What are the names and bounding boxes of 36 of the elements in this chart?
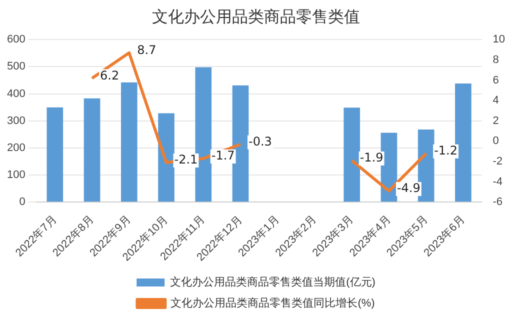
y2-tick-label: 4 bbox=[492, 94, 499, 107]
data-label: -1.9 bbox=[360, 150, 384, 165]
bar bbox=[195, 67, 212, 202]
y-tick-label: 300 bbox=[6, 114, 26, 127]
data-label: -2.1 bbox=[174, 152, 198, 167]
y2-tick-label: 0 bbox=[492, 135, 499, 148]
y2-tick-label: -2 bbox=[492, 156, 503, 168]
y-tick-label: 100 bbox=[6, 169, 26, 182]
y-tick-label: 500 bbox=[6, 60, 26, 73]
y2-tick-label: -4 bbox=[492, 176, 503, 188]
data-label: 6.2 bbox=[100, 68, 120, 82]
legend-label: 文化办公用品类商品零售类值当期值(亿元) bbox=[170, 276, 376, 289]
bar bbox=[344, 108, 360, 202]
bar bbox=[46, 107, 64, 202]
data-label: -1.2 bbox=[434, 144, 458, 158]
bar bbox=[120, 82, 138, 202]
bar bbox=[158, 113, 174, 202]
y2-tick-label: 10 bbox=[492, 34, 506, 46]
y2-tick-label: 8 bbox=[492, 54, 499, 66]
y-tick-label: 200 bbox=[6, 142, 26, 154]
bar bbox=[455, 83, 472, 202]
y-tick-label: 0 bbox=[19, 196, 26, 208]
data-label: -4.9 bbox=[396, 181, 420, 196]
y-tick-label: 600 bbox=[6, 34, 26, 46]
bar bbox=[232, 85, 249, 202]
data-label: -1.7 bbox=[211, 148, 235, 163]
y2-tick-label: 2 bbox=[492, 114, 499, 127]
y-tick-label: 400 bbox=[6, 88, 26, 100]
bar bbox=[418, 130, 434, 202]
legend-label: 文化办公用品类商品零售类值同比增长(%) bbox=[170, 296, 375, 310]
y2-tick-label: 6 bbox=[492, 74, 499, 86]
y2-tick-label: -6 bbox=[492, 196, 503, 208]
bar bbox=[84, 98, 100, 202]
chart-title: 文化办公用品类商品零售类值 bbox=[151, 6, 361, 28]
data-label: 8.7 bbox=[137, 42, 156, 57]
data-label: -0.3 bbox=[248, 134, 272, 148]
